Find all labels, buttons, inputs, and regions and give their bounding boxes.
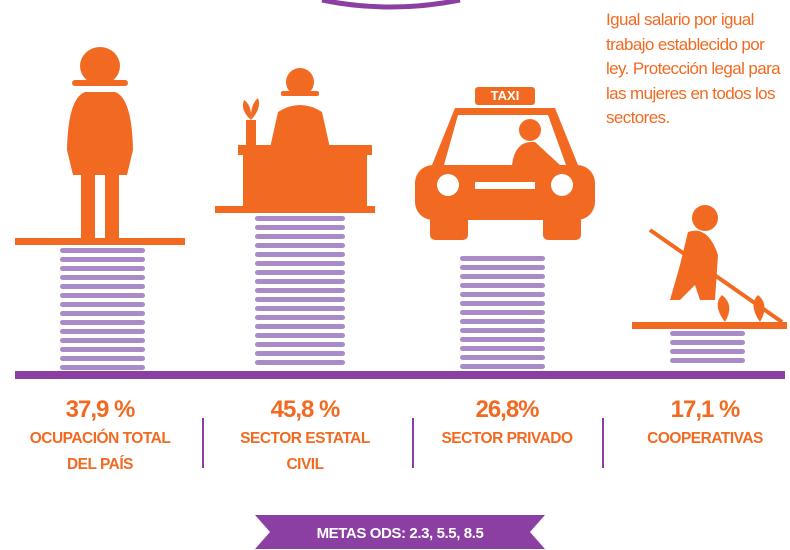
spring-coil xyxy=(60,248,145,253)
spring-coil xyxy=(255,333,345,338)
platform xyxy=(15,238,185,245)
spring-coil xyxy=(255,288,345,293)
spring-coil xyxy=(460,337,545,342)
platform xyxy=(215,206,375,213)
spring-coil xyxy=(255,279,345,284)
stat: 37,9 %OCUPACIÓN TOTAL DEL PAÍS xyxy=(5,396,195,478)
spring-coil xyxy=(460,292,545,297)
spring-coil xyxy=(460,283,545,288)
spring-coil xyxy=(460,364,545,369)
spring-coil xyxy=(460,256,545,261)
spring-coil xyxy=(60,293,145,298)
spring-coil xyxy=(255,261,345,266)
spring-coil xyxy=(460,328,545,333)
spring-coil xyxy=(255,225,345,230)
spring-coil xyxy=(255,234,345,239)
spring-coil xyxy=(255,270,345,275)
spring-coil xyxy=(460,355,545,360)
spring-coil xyxy=(60,356,145,361)
stat-value: 37,9 % xyxy=(5,396,195,424)
spring-coil xyxy=(60,329,145,334)
spring-coil xyxy=(460,301,545,306)
office-icon xyxy=(238,68,372,207)
spring-coil xyxy=(255,315,345,320)
taxi-label: TAXI xyxy=(491,88,520,103)
stat-value: 17,1 % xyxy=(610,396,790,424)
footer: METAS ODS: 2.3, 5.5, 8.5 xyxy=(270,525,530,542)
spring-coil xyxy=(60,311,145,316)
stat-label: SECTOR PRIVADO xyxy=(432,426,582,452)
spring-coil xyxy=(670,340,745,345)
spring-coil xyxy=(460,346,545,351)
spring-coil xyxy=(670,349,745,354)
spring-coil xyxy=(60,347,145,352)
spring-coil xyxy=(255,324,345,329)
spring-coil xyxy=(60,365,145,370)
spring-coil xyxy=(255,252,345,257)
spring-coil xyxy=(60,266,145,271)
spring-coil xyxy=(255,306,345,311)
spring-coil xyxy=(60,320,145,325)
spring-coil xyxy=(255,360,345,365)
spring-coil xyxy=(460,310,545,315)
ground xyxy=(15,371,785,379)
spring-coil xyxy=(460,265,545,270)
spring-coil xyxy=(60,275,145,280)
spring-coil xyxy=(670,358,745,363)
stat-value: 26,8% xyxy=(412,396,602,424)
spring-coil xyxy=(60,338,145,343)
spring-coil xyxy=(255,342,345,347)
woman-icon xyxy=(67,47,133,240)
spring-coil xyxy=(255,216,345,221)
spring-coil xyxy=(670,331,745,336)
stat-label: COOPERATIVAS xyxy=(630,426,780,452)
platform xyxy=(632,322,787,329)
spring-coil xyxy=(255,243,345,248)
page: TAXI Igual salario por igual trabajo est… xyxy=(0,0,790,550)
stat-value: 45,8 % xyxy=(210,396,400,424)
top-arc xyxy=(322,0,460,7)
spring-coil xyxy=(60,302,145,307)
spring-coil xyxy=(255,351,345,356)
stat-label: SECTOR ESTATAL CIVIL xyxy=(230,426,380,478)
stat: 17,1 %COOPERATIVAS xyxy=(610,396,790,452)
spring-coil xyxy=(460,319,545,324)
stat: 26,8%SECTOR PRIVADO xyxy=(412,396,602,452)
taxi-icon xyxy=(415,87,595,240)
farmer-icon xyxy=(650,205,782,322)
stat: 45,8 %SECTOR ESTATAL CIVIL xyxy=(210,396,400,478)
spring-coil xyxy=(60,284,145,289)
spring-coil xyxy=(255,297,345,302)
spring-coil xyxy=(60,257,145,262)
stat-label: OCUPACIÓN TOTAL DEL PAÍS xyxy=(25,426,175,478)
note: Igual salario por igual trabajo establec… xyxy=(606,8,786,131)
spring-coil xyxy=(460,274,545,279)
